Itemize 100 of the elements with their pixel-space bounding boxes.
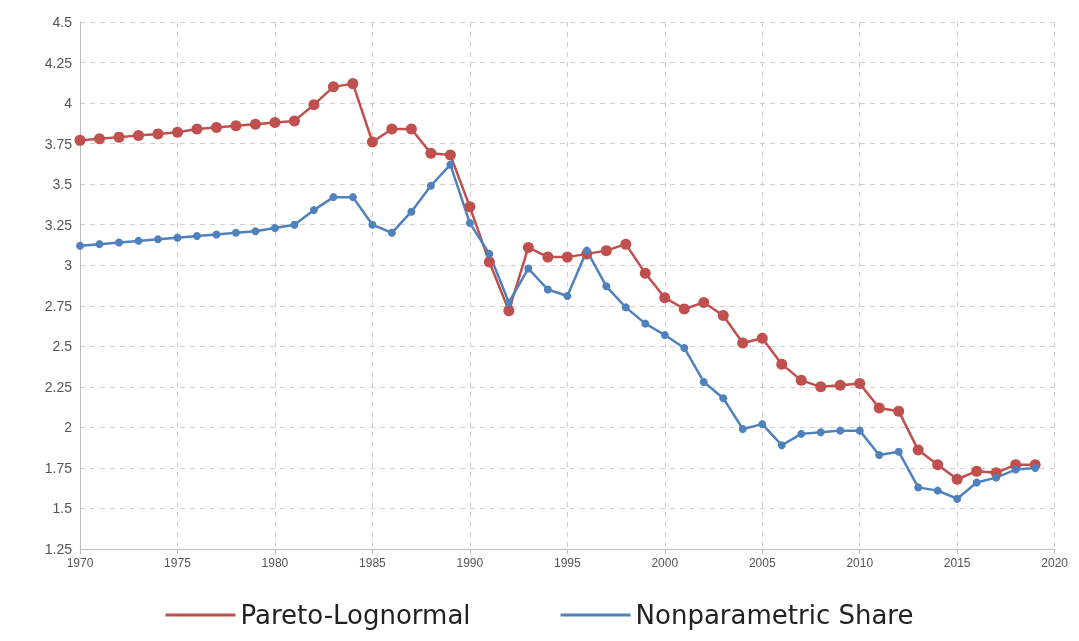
point <box>620 238 632 250</box>
point <box>405 123 417 135</box>
point <box>114 238 123 247</box>
point <box>524 264 533 273</box>
point <box>308 99 320 111</box>
point <box>894 447 903 456</box>
y-tick-label: 2 <box>64 419 73 436</box>
point <box>95 240 104 249</box>
point <box>795 374 807 386</box>
point <box>660 330 669 339</box>
point <box>386 123 398 135</box>
point <box>152 128 164 140</box>
point <box>503 305 515 317</box>
y-tick-label: 4.25 <box>44 54 73 71</box>
point <box>446 160 455 169</box>
point <box>94 133 105 145</box>
point <box>464 201 476 213</box>
y-tick-label: 2.75 <box>44 297 73 314</box>
y-tick-label: 2.25 <box>44 378 73 395</box>
point <box>875 450 884 459</box>
point <box>407 207 416 216</box>
y-tick-label: 1.25 <box>44 541 73 557</box>
point <box>269 117 281 129</box>
point <box>914 483 923 492</box>
x-tick-label: 1970 <box>66 556 94 570</box>
y-tick-label: 3.5 <box>52 176 73 193</box>
point <box>834 379 846 391</box>
point <box>1011 465 1020 474</box>
point <box>582 246 591 255</box>
point <box>425 147 437 159</box>
x-tick-label: 1990 <box>456 556 484 570</box>
point <box>992 473 1001 482</box>
point <box>543 285 552 294</box>
point <box>210 121 222 133</box>
point <box>249 118 261 130</box>
point <box>951 473 963 485</box>
y-tick-label: 1.5 <box>52 500 73 517</box>
point <box>387 228 396 237</box>
y-tick-label: 1.75 <box>44 459 73 476</box>
x-tick-label: 2000 <box>651 556 679 570</box>
point <box>717 310 729 321</box>
point <box>231 228 240 237</box>
point <box>132 130 144 141</box>
point <box>971 465 983 477</box>
y-tick-label: 3.25 <box>44 216 73 233</box>
point <box>854 378 866 390</box>
x-tick-label: 1975 <box>164 556 192 570</box>
point <box>776 358 788 370</box>
point <box>561 251 573 263</box>
point <box>777 441 786 450</box>
x-tick-label: 1995 <box>553 556 581 570</box>
point <box>76 241 84 250</box>
point <box>815 381 827 393</box>
point <box>366 136 378 148</box>
point <box>816 428 825 437</box>
point <box>270 223 279 232</box>
point <box>191 123 203 135</box>
point <box>719 394 728 403</box>
point <box>542 251 554 263</box>
point <box>737 337 749 349</box>
point <box>836 426 845 435</box>
x-tick-label: 2020 <box>1041 556 1069 570</box>
point <box>621 303 630 312</box>
point <box>563 292 572 301</box>
point <box>309 206 318 215</box>
point <box>680 343 689 352</box>
point <box>698 297 710 309</box>
point <box>173 233 182 242</box>
point <box>678 303 690 315</box>
point <box>153 235 162 244</box>
point <box>192 232 201 241</box>
x-tick-label: 1985 <box>359 556 387 570</box>
point <box>444 149 456 161</box>
x-tick-label: 2005 <box>748 556 776 570</box>
point <box>602 282 611 291</box>
point <box>465 219 474 228</box>
point <box>912 444 924 456</box>
point <box>74 134 86 146</box>
point <box>485 249 494 258</box>
y-tick-label: 2.5 <box>52 338 73 355</box>
point <box>873 402 885 414</box>
point <box>368 220 377 229</box>
point <box>504 298 513 307</box>
point <box>171 126 183 138</box>
point <box>953 494 962 503</box>
x-tick-label: 1980 <box>261 556 289 570</box>
point <box>327 81 339 93</box>
y-tick-label: 3 <box>64 257 73 274</box>
x-tick-label: 2015 <box>943 556 971 570</box>
y-tick-label: 4.5 <box>52 14 73 30</box>
point <box>230 120 242 132</box>
point <box>738 425 747 433</box>
legend-label: Nonparametric Share <box>635 600 914 630</box>
point <box>113 131 125 143</box>
y-tick-label: 4 <box>64 95 73 112</box>
point <box>756 332 768 344</box>
point <box>932 459 944 471</box>
point <box>641 319 650 328</box>
point <box>347 78 359 90</box>
point <box>972 478 981 487</box>
